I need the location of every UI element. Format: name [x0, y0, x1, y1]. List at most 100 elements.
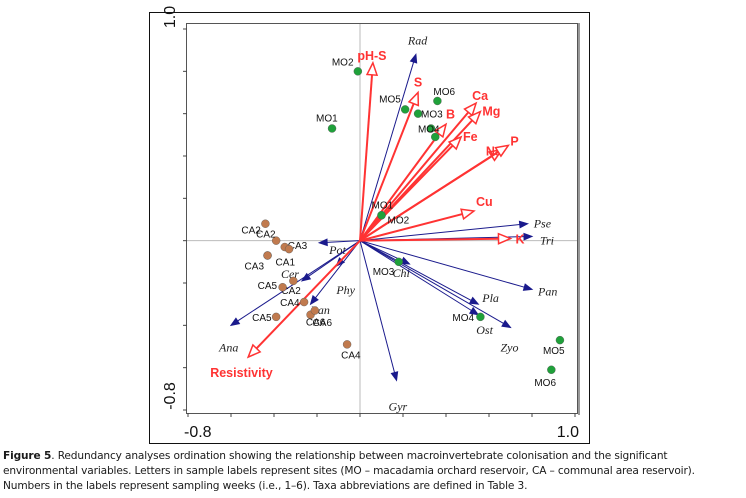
env-vector-ca: Ca [359, 89, 489, 242]
species-vector-ost: Ost [359, 240, 494, 337]
species-vector-line [359, 240, 525, 288]
sample-point [310, 306, 320, 315]
sample-label: CA6 [313, 318, 333, 329]
env-label: P [510, 134, 518, 148]
env-vector-p: P [359, 134, 519, 242]
sample-mo3: MO3 [413, 109, 443, 121]
env-label: Resistivity [210, 366, 273, 380]
env-vector-s: S [359, 76, 422, 242]
sample-mo2: MO2 [332, 57, 363, 76]
species-vector-arrowhead [523, 232, 534, 241]
species-vector-arrowhead [468, 306, 480, 316]
sample-label: CA4 [280, 298, 300, 309]
sample-point [284, 244, 294, 254]
figure-caption: Figure 5. Redundancy analyses ordination… [3, 449, 745, 494]
species-vector-line [359, 240, 472, 311]
sample-label: MO1 [316, 113, 338, 124]
species-vector-arrowhead [409, 53, 418, 64]
species-vector-line [359, 240, 396, 373]
sample-point [426, 124, 436, 133]
sample-point [476, 312, 485, 322]
species-label: Tri [540, 233, 554, 247]
sample-point [547, 365, 556, 374]
species-vector-line [359, 240, 504, 324]
species-label: Pan [537, 284, 557, 298]
env-vector-line [359, 74, 374, 241]
species-vector-arrowhead [309, 295, 319, 306]
env-vector-arrowhead [494, 144, 510, 158]
env-label: Mg [482, 105, 500, 119]
species-vector-arrowhead [317, 238, 328, 247]
env-vector-line [359, 111, 470, 242]
sample-label: CA5 [252, 313, 272, 324]
env-label: K [516, 233, 525, 247]
sample-label: MO5 [379, 94, 401, 105]
y-tick-label: 1.0 [162, 6, 179, 28]
sample-ca5: CA5 [252, 312, 281, 324]
species-label: Ana [218, 340, 238, 354]
species-label: Rad [407, 33, 428, 47]
sample-point [289, 276, 298, 286]
species-vector-arrowhead [522, 283, 534, 291]
env-vector-arrowhead [433, 122, 448, 139]
sample-label: CA2 [281, 286, 301, 297]
sample-ca2: CA2 [281, 276, 301, 297]
sample-point [342, 340, 352, 349]
species-vector-arrowhead [518, 220, 530, 229]
species-vector-ana: Ana [218, 240, 361, 354]
caption-text: . Redundancy analyses ordination showing… [3, 450, 695, 492]
sample-label: CA3 [245, 261, 265, 272]
species-vector-line [327, 240, 361, 243]
sample-label: CA3 [288, 241, 308, 252]
sample-point [278, 283, 287, 292]
sample-ca5: CA5 [258, 281, 287, 292]
env-vector-line [255, 239, 361, 350]
sample-mo4: MO4 [452, 312, 485, 324]
species-vector-pla: Pla [359, 240, 499, 305]
sample-label: MO6 [433, 87, 455, 98]
sample-label: CA6 [306, 318, 326, 329]
sample-ca4: CA4 [280, 297, 309, 309]
sample-label: CA5 [258, 281, 278, 292]
sample-point [433, 96, 442, 106]
species-vector-arrowhead [501, 319, 512, 329]
sample-point [261, 219, 270, 228]
env-label: S [414, 76, 422, 90]
axes: -0.8 1.0 1.0 -0.8 [162, 6, 579, 441]
sample-point [377, 211, 386, 220]
env-vector-arrowhead [407, 90, 420, 107]
y-tick-label: -0.8 [162, 382, 179, 410]
env-vector-arrowhead [497, 232, 513, 245]
sample-label: MO2 [332, 57, 354, 68]
sample-point [431, 132, 440, 142]
sample-ca6: CA6 [306, 306, 326, 329]
caption-label: Figure 5 [3, 450, 52, 462]
species-label: Pse [533, 217, 552, 231]
env-label: Cu [476, 195, 493, 209]
species-label: Phy [335, 283, 355, 297]
sample-mo5: MO5 [543, 335, 565, 357]
species-vector-line [359, 61, 415, 241]
env-vector-k: K [359, 232, 525, 247]
env-vector-arrowhead [460, 208, 476, 221]
env-vector-line [359, 144, 454, 242]
species-vector-pse: Pse [359, 217, 552, 242]
env-vector-line [359, 151, 499, 242]
sample-ca2: CA2 [256, 230, 281, 245]
sample-point [413, 109, 423, 118]
sample-point [353, 67, 363, 76]
sample-label: MO4 [452, 313, 474, 324]
env-vector-line [359, 237, 499, 242]
species-vector-arrowhead [229, 317, 241, 327]
species-label: Ost [476, 323, 493, 337]
env-vector-line [359, 103, 415, 242]
env-vector-arrowhead [365, 60, 379, 77]
env-label: Ca [472, 89, 489, 103]
species-vector-line [359, 224, 520, 242]
species-vector-arrowhead [468, 296, 480, 305]
sample-point [431, 132, 440, 142]
env-vector-fe: Fe [359, 130, 478, 242]
env-label: Fe [463, 130, 478, 144]
sample-mo5: MO5 [379, 94, 410, 114]
